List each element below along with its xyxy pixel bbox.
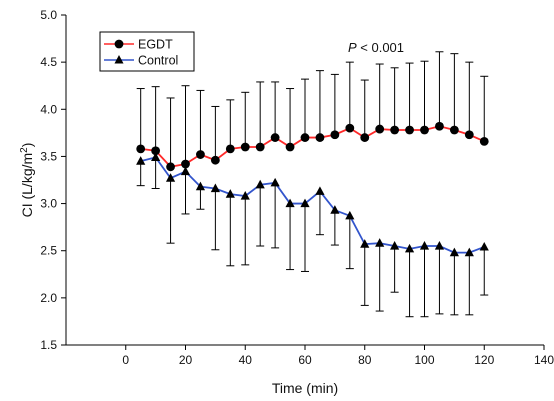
data-point-control — [404, 243, 415, 253]
data-point-egdt — [240, 142, 250, 152]
data-point-control — [195, 181, 206, 191]
data-point-control — [285, 198, 295, 208]
data-point-control — [330, 205, 340, 214]
x-tick-label: 0 — [122, 353, 129, 367]
data-point-egdt — [315, 133, 325, 142]
data-point-egdt — [390, 125, 400, 135]
p-value-annotation: P < 0.001 — [348, 40, 404, 55]
x-tick-label: 20 — [179, 353, 193, 367]
x-tick-label: 120 — [474, 353, 494, 367]
series-line-egdt — [140, 125, 485, 168]
data-point-control — [434, 241, 445, 250]
x-ticks: 0 20 40 60 80 100 120 140 — [122, 345, 554, 367]
p-value-rest: < 0.001 — [357, 40, 404, 55]
data-point-egdt — [435, 121, 444, 131]
data-point-egdt — [225, 144, 235, 154]
data-point-control — [180, 166, 191, 176]
y-tick-label: 2.5 — [40, 244, 57, 258]
data-point-control — [375, 238, 385, 247]
error-bars — [136, 51, 489, 318]
data-point-egdt — [360, 133, 370, 142]
data-point-egdt — [285, 142, 295, 152]
data-point-egdt — [181, 159, 190, 169]
data-point-control — [464, 247, 474, 257]
data-point-egdt — [464, 130, 474, 140]
data-point-egdt — [255, 142, 265, 152]
p-value-italic: P — [348, 40, 357, 55]
data-point-egdt — [151, 146, 161, 156]
y-axis-label: CI (L/kg/m2) — [19, 143, 35, 218]
data-point-control — [240, 191, 250, 200]
x-tick-label: 80 — [358, 353, 372, 367]
legend-marker-control — [114, 55, 124, 64]
y-tick-label: 3.5 — [40, 149, 57, 163]
legend: EGDT Control — [99, 31, 195, 72]
data-point-control — [419, 241, 430, 250]
legend-box — [99, 31, 195, 72]
x-tick-label: 60 — [298, 353, 312, 367]
y-axis-label-close: ) — [19, 143, 35, 148]
data-point-control — [210, 183, 220, 193]
x-tick-label: 100 — [414, 353, 434, 367]
data-point-egdt — [345, 123, 355, 133]
data-point-egdt — [196, 150, 205, 159]
data-point-control — [136, 156, 146, 165]
legend-marker-egdt — [114, 39, 124, 49]
legend-label-control: Control — [138, 54, 178, 68]
series-markers — [136, 121, 489, 257]
data-point-egdt — [449, 125, 459, 135]
data-point-control — [165, 173, 176, 182]
data-point-egdt — [375, 124, 385, 134]
y-axis-label-sup: 2 — [19, 147, 30, 153]
data-point-egdt — [270, 133, 280, 142]
data-point-egdt — [136, 144, 146, 154]
data-point-control — [345, 210, 355, 220]
data-point-egdt — [405, 125, 414, 135]
x-tick-label: 140 — [534, 353, 554, 367]
y-tick-label: 1.5 — [40, 338, 57, 352]
y-tick-label: 3.0 — [40, 197, 57, 211]
data-point-control — [390, 241, 400, 250]
series-lines — [140, 125, 485, 254]
series-line-control — [140, 156, 485, 254]
data-point-egdt — [330, 130, 340, 140]
data-point-control — [225, 189, 235, 198]
legend-label-egdt: EGDT — [138, 38, 173, 52]
data-point-control — [300, 198, 310, 208]
data-point-egdt — [300, 133, 310, 142]
data-point-control — [255, 179, 265, 189]
data-point-control — [360, 239, 370, 248]
y-tick-label: 4.0 — [40, 102, 57, 116]
y-axis-label-main: CI (L/kg/m — [19, 153, 35, 218]
data-point-control — [151, 152, 161, 161]
data-point-control — [449, 247, 459, 257]
data-point-egdt — [479, 136, 489, 146]
y-tick-label: 4.5 — [40, 55, 57, 69]
data-point-control — [479, 241, 489, 251]
data-point-egdt — [210, 155, 220, 165]
data-point-control — [270, 177, 280, 187]
data-point-egdt — [166, 162, 175, 172]
y-ticks: 1.5 2.0 2.5 3.0 3.5 4.0 4.5 5.0 — [40, 8, 66, 352]
x-axis-label: Time (min) — [272, 380, 338, 396]
data-point-control — [315, 186, 325, 195]
data-point-egdt — [420, 125, 429, 135]
y-tick-label: 2.0 — [40, 291, 57, 305]
y-tick-label: 5.0 — [40, 8, 57, 22]
x-tick-label: 40 — [239, 353, 253, 367]
